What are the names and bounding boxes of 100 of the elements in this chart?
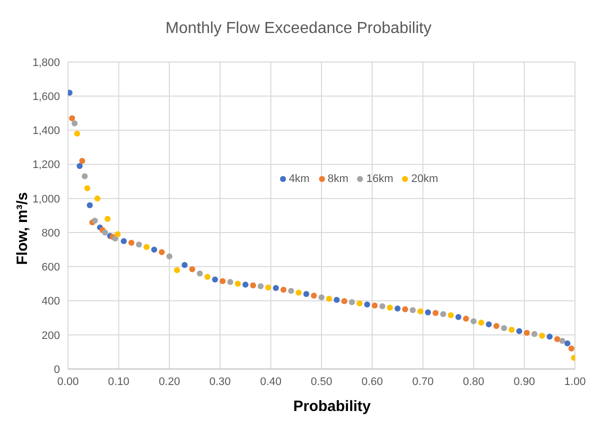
point xyxy=(394,305,401,312)
x-tick-label: 1.00 xyxy=(564,376,586,388)
point xyxy=(280,286,286,293)
x-tick-label: 0.90 xyxy=(514,376,536,388)
point xyxy=(272,284,279,291)
point xyxy=(128,240,134,246)
point xyxy=(531,331,538,338)
point xyxy=(455,314,462,320)
point xyxy=(250,282,256,288)
point xyxy=(79,158,86,164)
point xyxy=(364,302,370,308)
point xyxy=(318,294,324,300)
point xyxy=(82,173,88,180)
y-tick-label: 1,800 xyxy=(32,56,60,69)
point xyxy=(166,253,172,260)
point xyxy=(303,290,310,297)
legend-label: 16km xyxy=(366,173,394,185)
point xyxy=(508,326,515,333)
x-tick-label: 0.00 xyxy=(57,376,79,388)
point xyxy=(448,312,454,318)
point xyxy=(462,316,469,322)
point xyxy=(539,332,546,339)
point xyxy=(258,283,264,290)
y-tick-label: 1,200 xyxy=(32,159,60,172)
point xyxy=(470,318,477,324)
point xyxy=(158,249,165,256)
point xyxy=(151,246,158,253)
point xyxy=(334,296,340,303)
point xyxy=(493,323,500,330)
point xyxy=(410,307,416,314)
point xyxy=(69,115,76,122)
point xyxy=(326,296,332,302)
point xyxy=(189,266,196,272)
x-tick-label: 0.50 xyxy=(310,376,332,388)
y-tick-label: 1,400 xyxy=(32,125,60,138)
point xyxy=(182,262,188,268)
point xyxy=(386,304,393,311)
point xyxy=(104,216,111,222)
y-tick-label: 0 xyxy=(54,364,60,376)
x-tick-label: 0.10 xyxy=(108,376,130,388)
point xyxy=(440,311,446,318)
point xyxy=(417,308,424,314)
x-axis-title: Probability xyxy=(292,398,372,415)
point xyxy=(568,346,574,352)
point xyxy=(379,303,386,310)
x-tick-label: 0.40 xyxy=(260,376,282,388)
point xyxy=(372,302,378,309)
point xyxy=(486,321,492,328)
point xyxy=(341,298,348,304)
y-tick-label: 1,000 xyxy=(32,193,60,206)
y-tick-label: 600 xyxy=(42,262,60,274)
point xyxy=(114,231,121,238)
point xyxy=(564,340,570,346)
y-tick-label: 400 xyxy=(42,296,60,308)
point xyxy=(112,236,118,242)
point xyxy=(554,336,560,342)
legend-label: 4km xyxy=(288,173,310,185)
point xyxy=(288,288,294,294)
point xyxy=(204,274,210,280)
point xyxy=(402,306,408,312)
point xyxy=(92,218,98,224)
point xyxy=(144,244,150,250)
point xyxy=(524,330,530,336)
y-tick-label: 1,600 xyxy=(32,91,60,104)
point xyxy=(76,163,83,170)
x-tick-label: 0.30 xyxy=(209,376,231,388)
point xyxy=(432,310,439,316)
point xyxy=(72,120,78,126)
point xyxy=(516,328,522,334)
point xyxy=(212,276,218,282)
point xyxy=(424,309,431,316)
chart-title: Monthly Flow Exceedance Probability xyxy=(164,20,432,38)
y-tick-label: 800 xyxy=(42,227,60,240)
point xyxy=(242,282,248,288)
point xyxy=(356,300,363,306)
point xyxy=(227,279,234,286)
legend-label: 8km xyxy=(328,173,348,185)
point xyxy=(174,267,180,274)
x-tick-label: 0.20 xyxy=(158,376,180,388)
x-tick-label: 0.70 xyxy=(412,376,434,388)
point xyxy=(234,280,241,287)
point xyxy=(74,130,80,137)
point xyxy=(348,299,355,306)
legend-label: 20km xyxy=(411,173,438,185)
point xyxy=(84,185,90,192)
y-tick-label: 200 xyxy=(42,330,60,342)
point xyxy=(120,238,127,244)
point xyxy=(220,278,226,284)
point xyxy=(102,230,108,236)
point xyxy=(196,270,203,276)
point xyxy=(546,334,553,340)
point xyxy=(296,290,302,296)
point xyxy=(478,320,484,326)
x-tick-label: 0.80 xyxy=(462,376,484,388)
point xyxy=(94,195,100,202)
point xyxy=(68,90,73,96)
point xyxy=(559,338,566,344)
point xyxy=(310,292,317,299)
point xyxy=(501,325,508,332)
point xyxy=(265,284,272,290)
